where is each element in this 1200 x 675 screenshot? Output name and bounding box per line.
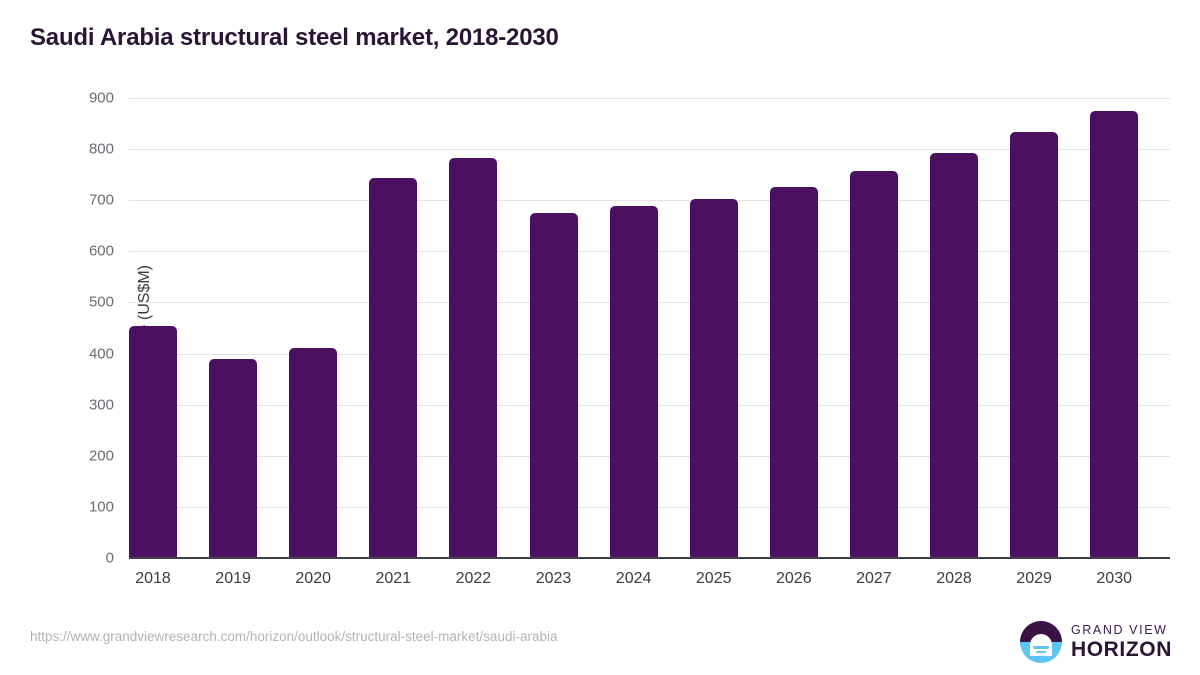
x-axis-tick-label-2019: 2019 xyxy=(215,570,251,587)
bar-2022[interactable] xyxy=(449,158,498,558)
x-axis-tick-label-2024: 2024 xyxy=(615,570,652,587)
y-axis-tick-label: 0 xyxy=(105,549,114,567)
y-axis-tick-label: 900 xyxy=(88,89,114,107)
brand-logo: GRAND VIEW HORIZON xyxy=(1019,620,1172,664)
gridline xyxy=(129,200,1170,202)
bar-2023[interactable] xyxy=(529,212,578,558)
bar-2019[interactable] xyxy=(209,358,258,558)
bar-2029[interactable] xyxy=(1010,132,1059,558)
plot-area xyxy=(129,98,1170,558)
gridline xyxy=(129,149,1170,151)
y-axis-tick-label: 100 xyxy=(88,498,114,516)
bar-2021[interactable] xyxy=(369,178,418,558)
logo-wordmark: GRAND VIEW HORIZON xyxy=(1071,624,1172,661)
logo-dome-shape xyxy=(1029,634,1052,657)
y-axis-tick-label: 800 xyxy=(88,140,114,158)
x-axis-tick-label-2021: 2021 xyxy=(375,570,412,587)
bar-2030[interactable] xyxy=(1090,111,1139,558)
x-axis-tick-label-2028: 2028 xyxy=(936,570,972,587)
x-axis-tick-label-2030: 2030 xyxy=(1096,570,1132,587)
x-axis-tick-label-2018: 2018 xyxy=(135,570,171,587)
bar-2028[interactable] xyxy=(930,153,978,558)
bar-2026[interactable] xyxy=(769,186,818,558)
x-axis-tick-label-2020: 2020 xyxy=(295,570,331,587)
x-axis-tick-label-2023: 2023 xyxy=(535,570,572,587)
bar-2025[interactable] xyxy=(689,198,738,558)
x-axis-tick-label-2029: 2029 xyxy=(1016,570,1052,587)
bar-2027[interactable] xyxy=(849,171,898,558)
logo-grand-view-text: GRAND VIEW xyxy=(1070,622,1168,637)
x-axis-tick-label-2025: 2025 xyxy=(695,570,732,587)
y-axis-tick-label: 200 xyxy=(88,447,114,465)
horizon-sun-icon xyxy=(1019,621,1062,663)
x-axis-tick-label-2022: 2022 xyxy=(455,570,492,587)
x-axis-line xyxy=(129,557,1170,559)
logo-stripe-upper xyxy=(1032,646,1049,649)
y-axis-tick-label: 700 xyxy=(88,191,114,209)
bar-2018[interactable] xyxy=(129,326,177,558)
page-title: Saudi Arabia structural steel market, 20… xyxy=(30,24,559,51)
logo-stripe-lower xyxy=(1035,650,1046,654)
y-axis-tick-label: 500 xyxy=(88,293,114,311)
x-axis-tick-label-2027: 2027 xyxy=(856,570,892,587)
logo-top-half xyxy=(1019,621,1062,642)
y-axis-tick-label: 300 xyxy=(88,396,114,414)
logo-horizon-text: HORIZON xyxy=(1070,638,1172,662)
y-axis-tick-label: 600 xyxy=(88,242,114,260)
bar-2024[interactable] xyxy=(609,206,658,558)
bar-2020[interactable] xyxy=(289,348,338,558)
y-axis-tick-label: 400 xyxy=(88,345,114,363)
source-url[interactable]: https://www.grandviewresearch.com/horizo… xyxy=(30,629,558,644)
gridline xyxy=(129,98,1170,99)
x-axis-tick-label-2026: 2026 xyxy=(776,570,812,587)
